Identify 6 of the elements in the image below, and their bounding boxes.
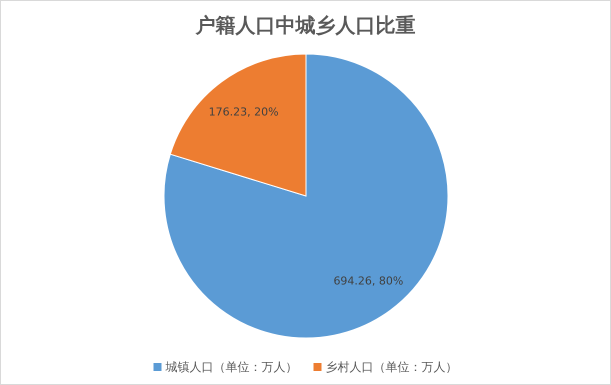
data-label: 176.23, 20% — [208, 105, 279, 118]
pie-slice — [164, 54, 448, 338]
legend-label: 城镇人口（单位：万人） — [164, 360, 298, 374]
data-label: 694.26, 80% — [333, 274, 404, 288]
legend-label: 乡村人口（单位：万人） — [326, 360, 458, 374]
chart-title: 户籍人口中城乡人口比重 — [194, 13, 416, 37]
